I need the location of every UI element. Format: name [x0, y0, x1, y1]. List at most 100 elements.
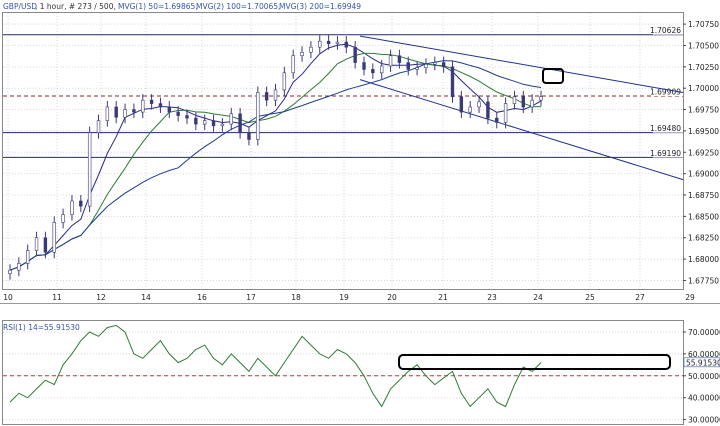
candle-body: [238, 113, 242, 133]
header-mvg1: MVG(1) 50=1.69865,: [118, 2, 198, 11]
candle-body: [229, 113, 233, 125]
hline-label: 1.70626: [650, 26, 681, 35]
trendline: [359, 79, 684, 181]
candles: [8, 35, 543, 280]
horizontal-lines: 1.70626 1.69909 1.69480 1.69190: [3, 26, 683, 158]
candle-body: [318, 40, 322, 48]
candle-body: [539, 96, 543, 101]
candle-body: [503, 103, 508, 123]
candle-body: [79, 200, 83, 207]
candle-body: [371, 69, 375, 74]
candle-body: [220, 123, 225, 127]
candle-body: [52, 222, 56, 253]
candle-body: [291, 55, 295, 74]
candle-body: [300, 52, 304, 57]
price-tick-label: 1.70250: [688, 63, 719, 72]
rsi-pane-frame: [2, 320, 684, 425]
price-tick-label: 1.70500: [688, 41, 719, 50]
hline-label: 1.69480: [650, 124, 681, 133]
candle-body: [158, 103, 163, 108]
candle-body: [211, 120, 216, 127]
candle-body: [477, 101, 481, 108]
rsi-tick-label: 40.00000: [688, 394, 720, 403]
price-tick-label: 1.67750: [688, 276, 719, 285]
rsi-line: [9, 324, 542, 408]
candle-body: [149, 99, 154, 104]
candle-body: [273, 89, 278, 101]
candle-body: [43, 237, 48, 253]
candle-body: [406, 62, 410, 70]
time-tick-label: 18: [291, 293, 301, 302]
candle-body: [424, 63, 428, 68]
candle-body: [264, 92, 269, 101]
candle-body: [344, 41, 348, 48]
candle-body: [203, 120, 207, 125]
time-tick-label: 11: [52, 293, 62, 302]
hline-label-bg: [653, 149, 683, 158]
candle-body: [468, 106, 472, 113]
candle-body: [362, 62, 366, 70]
time-tick-label: 17: [246, 293, 256, 302]
candle-body: [379, 65, 384, 74]
candle-body: [17, 263, 21, 271]
candle-body: [96, 120, 101, 133]
candle-body: [194, 117, 198, 125]
rsi-pane: 70.00000 60.00000 50.00000 40.00000 30.00000…: [3, 324, 720, 425]
time-tick-label: 10: [3, 293, 13, 302]
time-tick-label: 20: [387, 293, 397, 302]
candle-body: [25, 250, 30, 264]
price-tick-label: 1.68250: [688, 234, 719, 243]
candle-body: [512, 96, 517, 104]
candle-body: [167, 106, 171, 113]
time-tick-label: 21: [438, 293, 448, 302]
candle-body: [114, 106, 118, 118]
rsi-current-box: [683, 357, 720, 368]
candle-body: [185, 115, 189, 119]
candle-body: [70, 200, 74, 215]
price-tick-label: 1.70750: [688, 20, 719, 29]
rsi-tick-label: 30.00000: [688, 416, 720, 425]
candle-body: [176, 111, 180, 116]
header-info: , 1 hour, # 273 / 500,: [35, 2, 116, 11]
candle-body: [335, 41, 340, 45]
price-tick-label: 1.69250: [688, 148, 719, 157]
time-tick-label: 27: [635, 293, 645, 302]
candle-body: [123, 109, 127, 118]
grid: [3, 13, 683, 289]
price-tick-label: 1.70000: [688, 84, 719, 93]
trendline: [359, 35, 684, 93]
price-tick-label: 1.69750: [688, 106, 719, 115]
time-tick-label: 19: [339, 293, 349, 302]
time-tick-label: 12: [96, 293, 106, 302]
candle-body: [132, 109, 136, 113]
candle-body: [388, 55, 393, 67]
hline-label-bg: [653, 124, 683, 133]
time-tick-label: 25: [585, 293, 595, 302]
candle-body: [450, 66, 455, 98]
time-tick-label: 24: [533, 293, 543, 302]
hline-label-bg: [653, 87, 683, 96]
candle-body: [495, 117, 499, 123]
candle-body: [433, 62, 437, 65]
annotation-box-rsi: [398, 354, 671, 370]
annotation-box-price: [542, 68, 564, 84]
hline-label: 1.69190: [650, 149, 681, 158]
candle-body: [397, 55, 402, 63]
time-tick-label: 23: [487, 293, 497, 302]
hline-label: 1.69909: [650, 87, 681, 96]
rsi-current-label: 55.91530: [686, 358, 720, 367]
candle-body: [87, 132, 92, 207]
price-pane-frame: [2, 12, 684, 290]
rsi-header: RSI(1) 14=55.91530: [3, 323, 80, 332]
price-tick-label: 1.68500: [688, 212, 719, 221]
header-symbol: GBP/USD: [3, 2, 37, 11]
time-axis: 10 11 12 14 16 17 18 19 20 21 23 24 25 27 29: [3, 293, 695, 302]
candle-body: [8, 269, 12, 274]
rsi-tick-label: 50.00000: [688, 372, 720, 381]
candle-body: [256, 92, 260, 140]
rsi-tick-label: 70.00000: [688, 328, 720, 337]
time-tick-label: 16: [197, 293, 207, 302]
trendlines: [359, 35, 684, 181]
